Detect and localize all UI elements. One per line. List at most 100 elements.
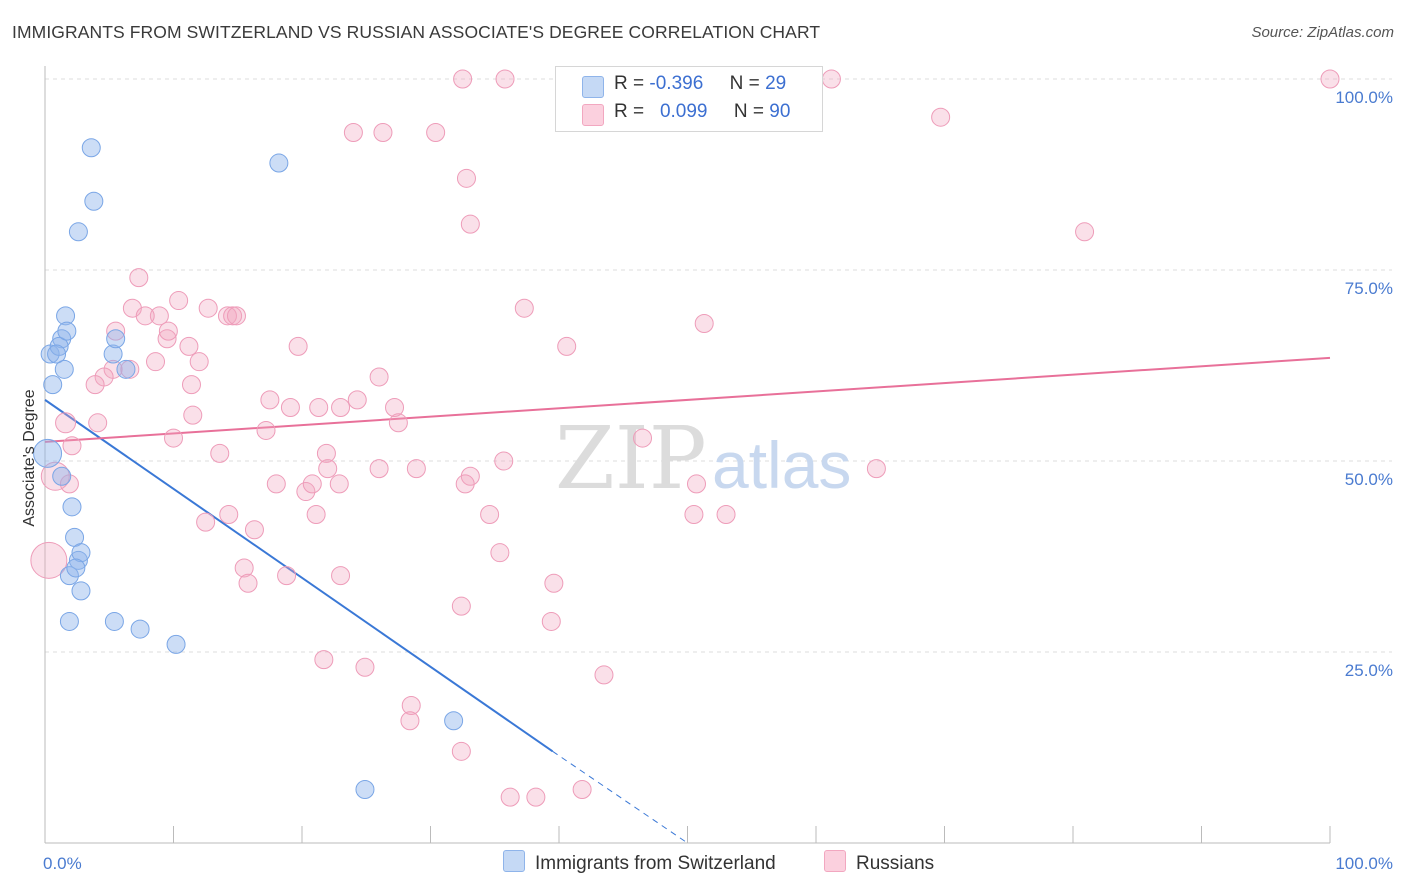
russian-point [401,695,421,715]
legend-n-value: 90 [769,101,791,122]
russian-point [684,504,704,524]
y-tick-label: 50.0% [1345,470,1393,489]
russian-point [62,436,82,456]
legend-r-value: -0.396 [649,73,704,94]
russian-point [164,428,183,448]
russian-point [406,459,426,479]
switzerland-point [52,466,72,486]
russian-point [331,566,351,586]
switzerland-point [71,581,91,601]
switzerland-point [47,344,67,364]
russian-point [288,336,308,356]
russian-point [296,482,316,502]
legend-n-label: N = [733,101,765,122]
russian-point [1320,69,1340,89]
russian-point [316,443,336,463]
russian-point [266,474,286,494]
switzerland-point [84,191,104,211]
russian-point [500,787,520,807]
switzerland-point [116,359,136,379]
russian-point [388,413,408,433]
switzerland-point [269,153,289,173]
switzerland-point [59,611,79,631]
russian-point [931,107,951,127]
russian-point [400,711,420,731]
switzerland-point [444,711,464,731]
switzerland-point [104,611,124,631]
chart-title: IMMIGRANTS FROM SWITZERLAND VS RUSSIAN A… [12,22,821,42]
russian-point [183,405,203,425]
switzerland-point [81,138,101,158]
switzerland-point [33,438,63,468]
russian-point [460,214,480,234]
watermark-atlas: atlas [712,428,851,502]
watermark: ZIP atlas [555,409,851,509]
watermark-zip: ZIP [555,409,707,509]
russian-point [226,306,246,326]
russian-point [256,420,276,440]
russian-point [219,504,239,524]
russian-point [451,741,471,761]
bottom-legend-swatch-switzerland [503,850,525,872]
switzerland-point [66,558,86,578]
russian-point [369,367,389,387]
russian-point [314,650,334,670]
x-tick-label: 100.0% [1335,854,1393,873]
russian-point [55,412,77,434]
russian-point [181,375,201,395]
russian-point [1075,222,1095,242]
russian-point [686,474,706,494]
trend-lines [44,356,1331,844]
russian-point [821,69,841,89]
russian-point [451,596,471,616]
russian-point [455,474,475,494]
switzerland-point [57,321,77,341]
russian-point [318,459,338,479]
y-tick-label: 100.0% [1335,88,1393,107]
trend-line-switzerland-extension [552,750,688,844]
switzerland-point [355,780,375,800]
switzerland-point [59,566,79,586]
legend-n-value: 29 [765,73,787,94]
legend-r-label: R = [614,73,645,94]
russian-point [234,558,254,578]
y-tick-label: 75.0% [1345,279,1393,298]
switzerland-point [68,222,88,242]
russian-point [526,787,546,807]
russian-point [260,390,280,410]
russian-point [866,459,886,479]
bottom-legend-swatch-russians [824,850,846,872]
russian-point [453,69,473,89]
axes [44,66,1331,844]
russian-point [694,313,714,333]
russian-point [347,390,367,410]
russian-point [456,168,476,188]
switzerland-point [166,634,186,654]
y-axis-label: Associate's Degree [21,389,38,526]
russian-point [88,413,108,433]
russian-point [135,306,155,326]
russian-point [541,611,561,631]
stats-legend: R = -0.396 N = 29 R = 0.099 N = 90 [555,66,823,132]
russian-point [557,336,577,356]
switzerland-point [71,543,91,563]
russian-point [146,352,166,372]
source-credit: Source: ZipAtlas.com [1251,24,1394,41]
legend-swatch-switzerland [582,76,604,98]
data-points [30,69,1340,807]
russian-point [198,298,218,318]
trend-line-russians [44,356,1331,443]
switzerland-point [56,306,76,326]
switzerland-point [130,619,150,639]
switzerland-point [54,359,74,379]
legend-r-value: 0.099 [659,101,708,122]
switzerland-point [49,336,69,356]
russian-point [544,573,564,593]
russian-point [331,398,351,418]
russian-point [716,504,736,524]
russian-point [373,122,393,142]
switzerland-point [103,344,123,364]
legend-swatch-russians [582,104,604,126]
russian-point [514,298,534,318]
